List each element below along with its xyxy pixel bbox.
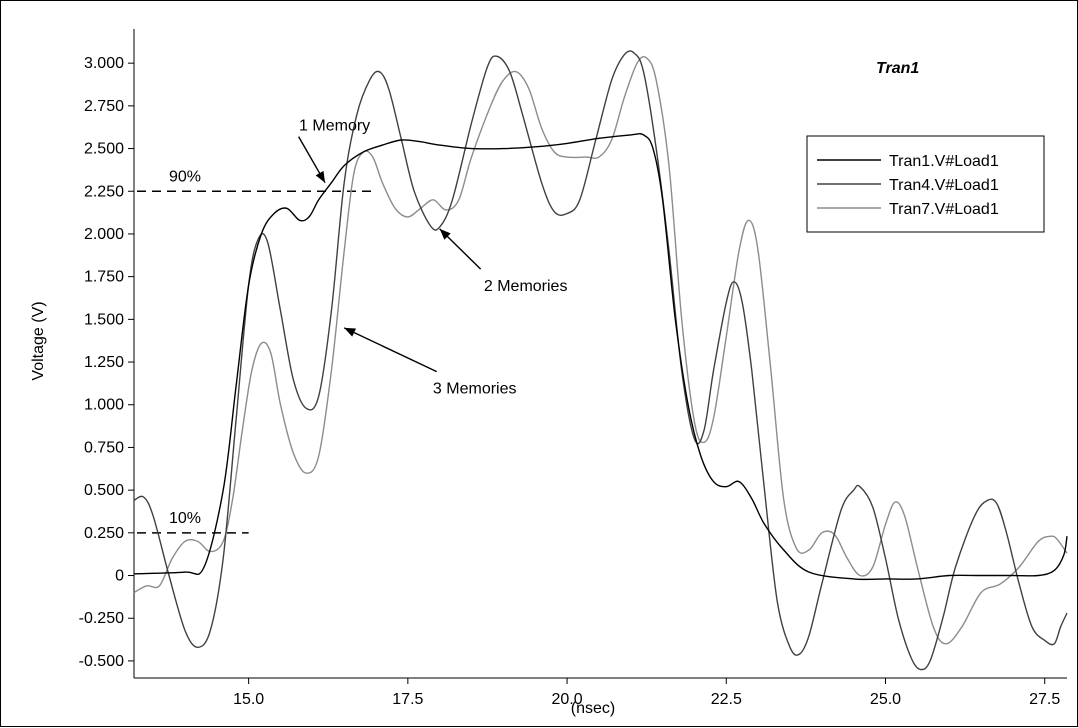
threshold-label: 10% [169, 510, 201, 527]
chart-title: Tran1 [876, 60, 919, 77]
series-line-tran1-v-load1 [133, 133, 1068, 581]
y-tick-label: 0.500 [84, 482, 124, 499]
annotations: 1 Memory 2 Memories 3 Memories [298, 118, 568, 398]
x-tick-label: 22.5 [711, 691, 742, 708]
y-tick-label: 1.250 [84, 354, 124, 371]
threshold-lines: 90% 10% [137, 168, 377, 534]
y-tick-label: 2.750 [84, 98, 124, 115]
y-tick-label: 3.000 [84, 55, 124, 72]
legend-label: Tran7.V#Load1 [889, 201, 999, 218]
series-line-tran4-v-load1 [133, 50, 1068, 671]
annotation-arrowhead [315, 170, 326, 183]
x-axis-title: (nsec) [571, 700, 615, 717]
y-tick-label: -0.500 [79, 653, 124, 670]
series-line-tran7-v-load1 [133, 55, 1068, 645]
series-lines [133, 50, 1068, 671]
annotation-label: 2 Memories [484, 278, 568, 295]
y-tick-label: 1.500 [84, 311, 124, 328]
x-tick-label: 25.0 [870, 691, 901, 708]
threshold-label: 90% [169, 168, 201, 185]
y-tick-label: 2.000 [84, 226, 124, 243]
y-tick-label: 0.250 [84, 525, 124, 542]
x-tick-label: 20.0 [551, 691, 582, 708]
y-tick-label: 1.000 [84, 397, 124, 414]
y-tick-label: 2.500 [84, 141, 124, 158]
y-tick-label: -0.250 [79, 610, 124, 627]
y-axis-title: Voltage (V) [30, 301, 47, 380]
x-tick-label: 17.5 [392, 691, 423, 708]
annotation-label: 3 Memories [433, 381, 517, 398]
annotation-arrowhead [439, 228, 451, 240]
legend-box [806, 135, 1045, 233]
y-tick-label: 0.750 [84, 439, 124, 456]
y-tick-label: 1.750 [84, 269, 124, 286]
x-tick-label: 15.0 [233, 691, 264, 708]
x-tick-label: 27.5 [1029, 691, 1060, 708]
y-axis-ticks: 3.000 2.750 2.500 2.250 2.000 1.750 1.500 1.250… [79, 55, 134, 670]
annotation-label: 1 Memory [299, 118, 370, 135]
legend: Tran1.V#Load1 Tran4.V#Load1 Tran7.V#Load1 [806, 135, 1045, 233]
annotation-arrow [343, 327, 438, 373]
legend-label: Tran4.V#Load1 [889, 177, 999, 194]
legend-label: Tran1.V#Load1 [889, 153, 999, 170]
annotation-arrowhead [344, 327, 357, 337]
y-tick-label: 2.250 [84, 183, 124, 200]
x-axis-ticks: 15.0 17.5 20.0 22.5 25.0 27.5 [233, 678, 1060, 708]
axes [133, 29, 1067, 679]
y-tick-label: 0 [115, 568, 124, 585]
